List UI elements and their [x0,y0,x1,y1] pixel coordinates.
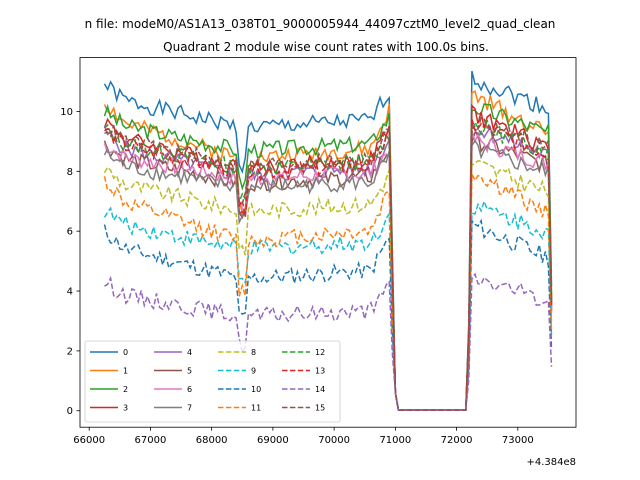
legend-label-3: 3 [123,404,128,413]
x-tick-label: 67000 [135,435,167,446]
legend-label-1: 1 [123,367,128,376]
legend-label-8: 8 [251,348,256,357]
legend-label-5: 5 [187,367,192,376]
x-offset-label: +4.384e8 [526,457,576,468]
y-axis: 0 2 4 6 8 10 [60,107,80,417]
legend-label-12: 12 [315,348,325,357]
series-line-14 [104,272,553,411]
chart-suptitle: n file: modeM0/AS1A13_038T01_9000005944_… [85,17,556,31]
legend-label-11: 11 [251,404,261,413]
series-line-13 [104,118,553,411]
series-line-9 [103,199,553,411]
series-line-7 [103,139,553,411]
series-line-15 [104,116,553,411]
series-line-5 [103,131,553,411]
y-tick-label: 4 [67,287,73,298]
x-tick-label: 69000 [257,435,289,446]
series-line-0 [103,70,553,411]
legend-label-14: 14 [315,385,325,394]
series-line-8 [103,160,553,411]
legend-label-9: 9 [251,367,256,376]
x-tick-label: 71000 [379,435,411,446]
x-tick-label: 68000 [196,435,228,446]
x-tick-label: 70000 [318,435,350,446]
series-line-11 [103,173,553,411]
legend-box [84,340,341,423]
x-tick-label: 66000 [73,435,105,446]
x-axis: 66000 67000 68000 69000 70000 71000 72000 73000 [73,427,534,446]
plot-frame [79,57,577,428]
legend-label-15: 15 [315,404,325,413]
legend-label-10: 10 [251,385,261,394]
legend-label-6: 6 [187,385,192,394]
legend-label-4: 4 [187,348,192,357]
series-line-10 [103,218,553,411]
legend-label-7: 7 [187,404,192,413]
y-tick-label: 2 [67,346,73,357]
y-tick-label: 10 [60,107,73,118]
y-tick-label: 6 [67,227,73,238]
plot-lines [103,70,553,411]
x-tick-label: 72000 [441,435,473,446]
x-tick-label: 73000 [502,435,534,446]
y-tick-label: 8 [67,167,73,178]
legend-label-0: 0 [123,348,128,357]
series-line-2 [103,103,553,411]
chart-title: Quadrant 2 module wise count rates with … [163,40,489,54]
series-line-12 [103,118,553,411]
legend-label-2: 2 [123,385,128,394]
y-tick-label: 0 [67,406,73,417]
legend-label-13: 13 [315,367,325,376]
